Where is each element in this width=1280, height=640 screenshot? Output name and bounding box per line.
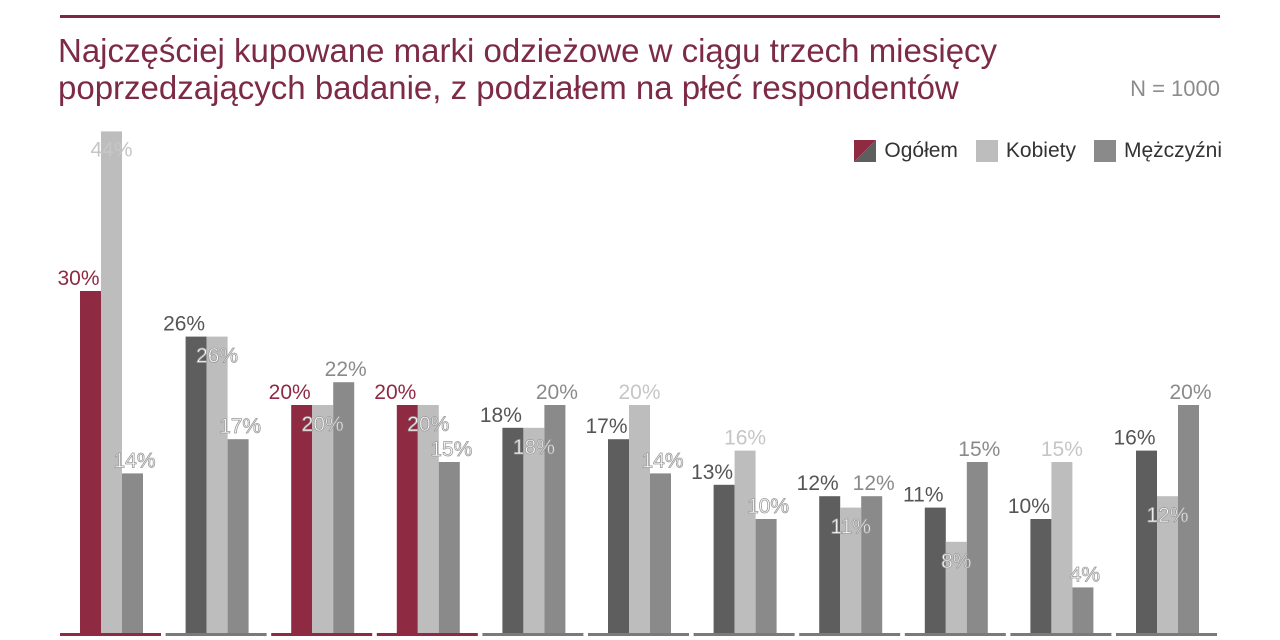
baseline <box>60 633 1217 636</box>
top-rule <box>60 15 1220 18</box>
data-labels: 30%44%14%26%26%17%20%20%22%20%20%15%18%1… <box>57 138 1211 586</box>
data-label: 14% <box>641 449 683 472</box>
data-label: 13% <box>691 461 733 484</box>
baseline-segment <box>271 633 373 636</box>
data-label: 20% <box>407 413 449 436</box>
bar-kobiety <box>1157 496 1178 633</box>
data-label: 20% <box>269 381 311 404</box>
legend-item-ogolem: Ogółem <box>854 139 958 163</box>
baseline-segment <box>588 633 689 636</box>
baseline-segment <box>376 633 478 636</box>
data-label: 10% <box>1008 495 1050 518</box>
data-label: 8% <box>941 550 971 573</box>
legend-swatch-kobiety <box>975 140 998 162</box>
data-label: 20% <box>1169 381 1211 404</box>
data-label: 10% <box>747 495 789 518</box>
bar-mezczyzni <box>438 462 460 633</box>
data-label: 26% <box>196 345 238 368</box>
data-label: 17% <box>219 415 261 438</box>
bar-mezczyzni <box>966 462 988 633</box>
data-label: 16% <box>1113 427 1155 450</box>
bar-ogolem <box>1136 450 1157 633</box>
bar-ogolem <box>291 405 313 633</box>
data-label: 15% <box>958 438 1000 461</box>
bar-kobiety <box>206 336 228 633</box>
data-label: 15% <box>430 438 472 461</box>
baseline-segment <box>904 633 1006 636</box>
bar-mezczyzni <box>1072 587 1094 633</box>
sample-size: N = 1000 <box>1130 76 1220 101</box>
data-label: 14% <box>113 449 155 472</box>
data-label: 12% <box>1146 504 1188 527</box>
bar-kobiety <box>101 131 122 633</box>
bar-kobiety <box>734 450 756 633</box>
chart-title: Najczęściej kupowane marki odzieżowe w c… <box>58 32 1098 106</box>
bar-kobiety <box>629 405 650 633</box>
baseline-segment <box>1116 633 1217 636</box>
legend-label-mezczyzni: Mężczyźni <box>1123 139 1222 162</box>
legend: Ogółem Kobiety Mężczyźni <box>836 139 1222 163</box>
baseline-segment <box>1010 633 1112 636</box>
baseline-segment <box>799 633 901 636</box>
data-label: 15% <box>1041 438 1083 461</box>
bar-mezczyzni <box>861 496 883 633</box>
bar-ogolem <box>1030 519 1052 633</box>
bar-kobiety <box>417 405 439 633</box>
data-label: 11% <box>903 484 943 507</box>
data-label: 30% <box>57 267 99 290</box>
data-label: 18% <box>513 436 555 459</box>
data-label: 12% <box>853 472 895 495</box>
data-label: 22% <box>325 358 367 381</box>
data-label: 12% <box>797 472 839 495</box>
bar-ogolem <box>713 484 735 633</box>
legend-label-ogolem: Ogółem <box>884 139 958 162</box>
data-label: 20% <box>536 381 578 404</box>
baseline-segment <box>60 633 161 636</box>
data-label: 16% <box>724 427 766 450</box>
bar-ogolem <box>80 291 101 633</box>
data-label: 18% <box>480 404 522 427</box>
chart-title-line1: Najczęściej kupowane marki odzieżowe w c… <box>58 32 998 69</box>
bar-ogolem <box>924 507 946 633</box>
bar-kobiety <box>840 507 862 633</box>
bar-ogolem <box>396 405 418 633</box>
baseline-segment <box>693 633 795 636</box>
chart-title-line2: poprzedzających badanie, z podziałem na … <box>58 69 959 106</box>
bar-ogolem <box>185 336 207 633</box>
bar-kobiety <box>945 541 967 633</box>
bar-mezczyzni <box>650 473 671 633</box>
baseline-segment <box>482 633 584 636</box>
legend-swatch-ogolem <box>854 140 877 162</box>
data-label: 11% <box>830 516 870 539</box>
data-label: 20% <box>618 381 660 404</box>
baseline-segment <box>165 633 267 636</box>
bar-mezczyzni <box>755 519 777 633</box>
legend-label-kobiety: Kobiety <box>1005 139 1076 162</box>
bar-ogolem <box>502 427 524 633</box>
data-label: 20% <box>302 413 344 436</box>
bar-mezczyzni <box>544 405 566 633</box>
bar-kobiety <box>1051 462 1073 633</box>
legend-item-kobiety: Kobiety <box>975 139 1076 163</box>
bar-mezczyzni <box>1178 405 1199 633</box>
bar-mezczyzni <box>122 473 143 633</box>
bar-kobiety <box>312 405 334 633</box>
data-label: 44% <box>90 138 132 161</box>
data-label: 17% <box>585 415 627 438</box>
data-label: 26% <box>163 313 205 336</box>
data-label: 4% <box>1070 563 1100 586</box>
bar-ogolem <box>608 439 629 633</box>
bar-kobiety <box>523 427 545 633</box>
legend-item-mezczyzni: Mężczyźni <box>1093 139 1222 163</box>
bar-mezczyzni <box>227 439 249 633</box>
legend-swatch-mezczyzni <box>1093 140 1116 162</box>
data-label: 20% <box>374 381 416 404</box>
bar-ogolem <box>819 496 841 633</box>
bar-mezczyzni <box>333 382 355 633</box>
